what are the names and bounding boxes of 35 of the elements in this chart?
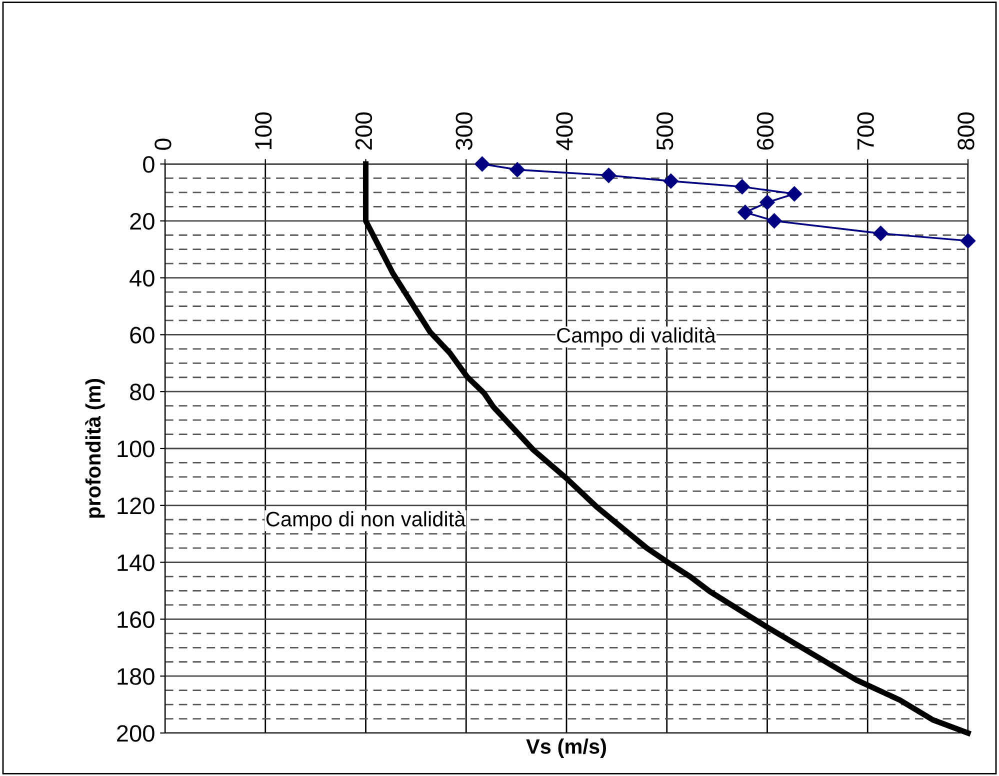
y-tick-label: 20 xyxy=(130,212,154,230)
annotation: Campo di non validità xyxy=(266,510,466,531)
point xyxy=(873,226,888,241)
point xyxy=(960,233,976,248)
point xyxy=(601,168,616,183)
y-axis-title: profondità (m) xyxy=(85,378,105,518)
x-tick-label: 800 xyxy=(958,112,974,150)
x-tick-label: 500 xyxy=(656,112,674,150)
point xyxy=(738,204,753,220)
y-tick-label: 180 xyxy=(118,668,154,685)
annotation: Campo di validità xyxy=(557,327,716,347)
x-tick-label: 700 xyxy=(857,112,874,150)
y-tick-label: 0 xyxy=(143,156,154,173)
point xyxy=(474,156,490,172)
y-tick-label: 200 xyxy=(117,725,154,742)
x-axis-title: Vs (m/s) xyxy=(526,738,606,758)
x-tick-label: 100 xyxy=(254,112,272,150)
y-tick-label: 40 xyxy=(130,270,154,287)
y-tick-label: 140 xyxy=(118,554,154,572)
x-tick-label: 400 xyxy=(556,112,573,150)
y-tick-label: 120 xyxy=(118,497,154,514)
point xyxy=(760,194,775,210)
point xyxy=(766,213,782,228)
point xyxy=(510,162,525,178)
point xyxy=(786,186,802,202)
x-tick-label: 300 xyxy=(456,112,472,150)
x-tick-label: 200 xyxy=(355,112,372,150)
point xyxy=(663,174,678,189)
x-tick-label: 0 xyxy=(154,138,172,150)
x-tick-label: 600 xyxy=(756,112,774,150)
y-tick-label: 100 xyxy=(118,440,154,458)
y-tick-label: 80 xyxy=(130,384,154,400)
y-tick-label: 160 xyxy=(118,611,154,628)
y-tick-label: 60 xyxy=(130,326,154,344)
point xyxy=(734,179,750,194)
